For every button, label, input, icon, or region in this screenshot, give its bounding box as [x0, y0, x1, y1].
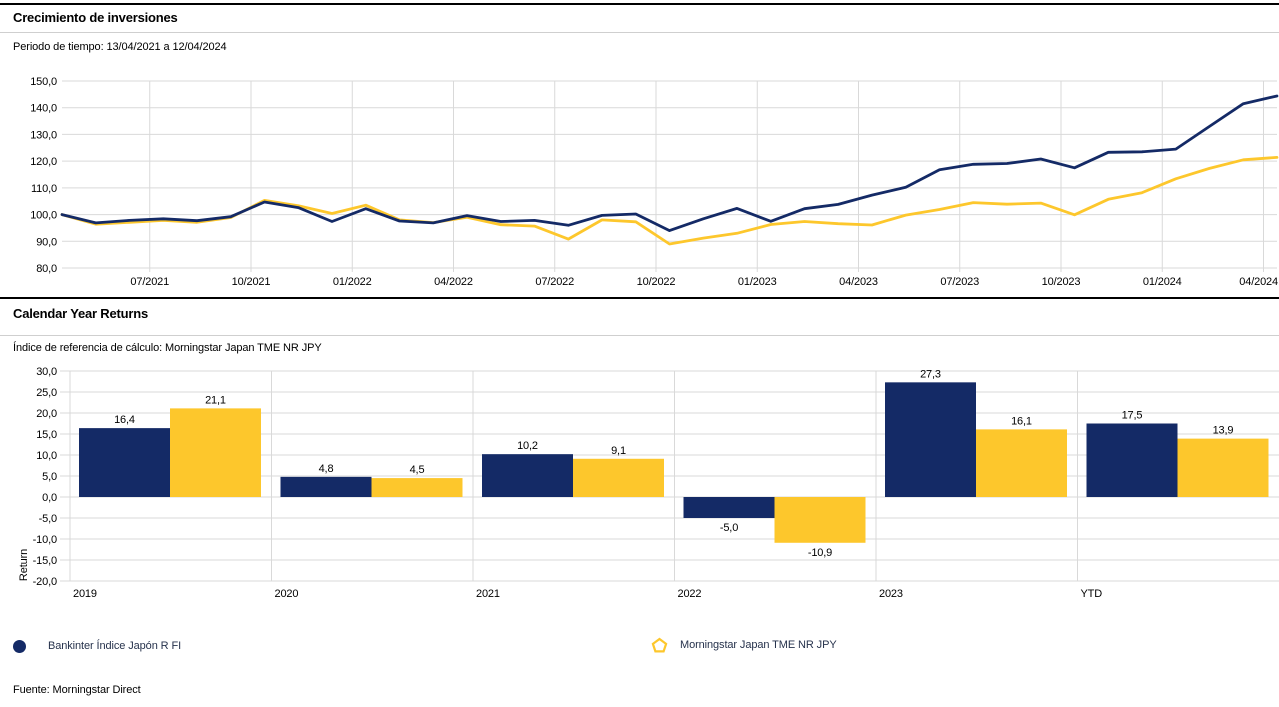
bar-value-label: -10,9: [808, 547, 832, 559]
category-label: 2020: [275, 588, 299, 600]
y-axis-tick-label: 30,0: [36, 366, 57, 378]
x-axis-tick-label: 01/2023: [738, 276, 777, 288]
growth-title-divider: [0, 32, 1279, 33]
bar-value-label: 9,1: [611, 445, 626, 457]
investment-growth-line-chart: 150,0 140,0 130,0 120,0 110,0 100,0 90,0 80,0 07…: [30, 76, 1279, 288]
benchmark-bar: [774, 497, 866, 543]
fund-bar: [683, 497, 775, 518]
bar-value-label: 16,1: [1011, 415, 1032, 427]
y-axis-tick-label: 5,0: [42, 471, 57, 483]
bar-value-label: 27,3: [920, 368, 941, 380]
y-axis-title: Return: [18, 549, 30, 581]
calendar-section-title: Calendar Year Returns: [13, 306, 149, 321]
bar-value-label: 17,5: [1122, 410, 1143, 422]
bar-value-label: 4,5: [410, 464, 425, 476]
x-axis-tick-label: 04/2022: [434, 276, 473, 288]
x-axis-tick-label: 10/2021: [232, 276, 271, 288]
fund-bar: [885, 382, 976, 497]
y-axis-tick-label: -20,0: [33, 576, 57, 588]
bar-value-label: 13,9: [1213, 425, 1234, 437]
y-axis-tick-label: 90,0: [36, 236, 57, 248]
legend-item-benchmark: Morningstar Japan TME NR JPY: [651, 636, 837, 654]
category-label: 2022: [678, 588, 702, 600]
legend-item-fund: Bankinter Índice Japón R FI: [13, 637, 181, 655]
x-axis-tick-label: 01/2022: [333, 276, 372, 288]
y-axis-tick-label: 25,0: [36, 387, 57, 399]
y-axis-tick-label: 110,0: [31, 183, 57, 195]
fund-bar: [482, 454, 573, 497]
benchmark-bar: [170, 408, 261, 497]
calendar-section-top-rule: [0, 297, 1279, 299]
category-label: 2023: [879, 588, 903, 600]
x-axis-tick-label: 01/2024: [1143, 276, 1182, 288]
x-axis-tick-label: 10/2023: [1042, 276, 1081, 288]
calendar-year-returns-bar-chart: 30,0 25,0 20,0 15,0 10,0 5,0 0,0 -5,0 -10,0 -15,0…: [18, 366, 1279, 600]
y-axis-tick-label: 10,0: [36, 450, 57, 462]
growth-period-subtitle: Periodo de tiempo: 13/04/2021 a 12/04/20…: [13, 41, 227, 53]
benchmark-pentagon-marker-icon: [651, 637, 668, 652]
category-label: 2021: [476, 588, 500, 600]
benchmark-series-line: [60, 156, 1279, 246]
x-axis-tick-label: 04/2024: [1239, 276, 1278, 288]
chart-legend: Bankinter Índice Japón R FI Morningstar …: [0, 634, 1279, 656]
y-axis-tick-label: -10,0: [33, 534, 57, 546]
bar-value-label: 16,4: [114, 414, 135, 426]
bar-value-label: 10,2: [517, 440, 538, 452]
legend-fund-label: Bankinter Índice Japón R FI: [48, 640, 182, 652]
benchmark-bar: [1177, 438, 1269, 497]
x-axis-tick-label: 07/2022: [535, 276, 574, 288]
x-axis-tick-label: 04/2023: [839, 276, 878, 288]
fund-bar: [280, 476, 372, 497]
benchmark-bar: [976, 429, 1067, 497]
y-axis-tick-label: 130,0: [30, 129, 57, 141]
x-axis-tick-label: 07/2021: [130, 276, 169, 288]
fund-series-line: [60, 94, 1279, 233]
y-axis-tick-label: 100,0: [30, 210, 57, 222]
benchmark-bar: [371, 478, 463, 497]
benchmark-bar: [573, 458, 664, 497]
y-axis-tick-label: 150,0: [30, 76, 57, 88]
fund-bar: [79, 428, 170, 497]
calendar-title-divider: [0, 335, 1279, 336]
calendar-benchmark-subtitle: Índice de referencia de cálculo: Morning…: [13, 342, 322, 354]
source-note: Fuente: Morningstar Direct: [13, 684, 141, 696]
y-axis-tick-label: 140,0: [30, 103, 57, 115]
y-axis-tick-label: 15,0: [36, 429, 57, 441]
growth-section-top-rule: [0, 3, 1279, 5]
x-axis-tick-label: 10/2022: [637, 276, 676, 288]
bar-value-label: 21,1: [205, 394, 226, 406]
legend-benchmark-label: Morningstar Japan TME NR JPY: [680, 639, 837, 651]
x-axis-tick-label: 07/2023: [940, 276, 979, 288]
fund-circle-marker-icon: [13, 639, 26, 653]
y-axis-tick-label: 120,0: [30, 156, 57, 168]
y-axis-tick-label: 80,0: [36, 263, 57, 275]
y-axis-tick-label: 0,0: [42, 492, 57, 504]
y-axis-tick-label: -15,0: [33, 555, 57, 567]
fund-bar: [1086, 423, 1178, 497]
bar-value-label: -5,0: [720, 522, 738, 534]
y-axis-tick-label: 20,0: [36, 408, 57, 420]
category-label: YTD: [1081, 588, 1103, 600]
category-label: 2019: [73, 588, 97, 600]
y-axis-tick-label: -5,0: [39, 513, 57, 525]
bar-value-label: 4,8: [319, 463, 334, 475]
growth-section-title: Crecimiento de inversiones: [13, 10, 178, 25]
